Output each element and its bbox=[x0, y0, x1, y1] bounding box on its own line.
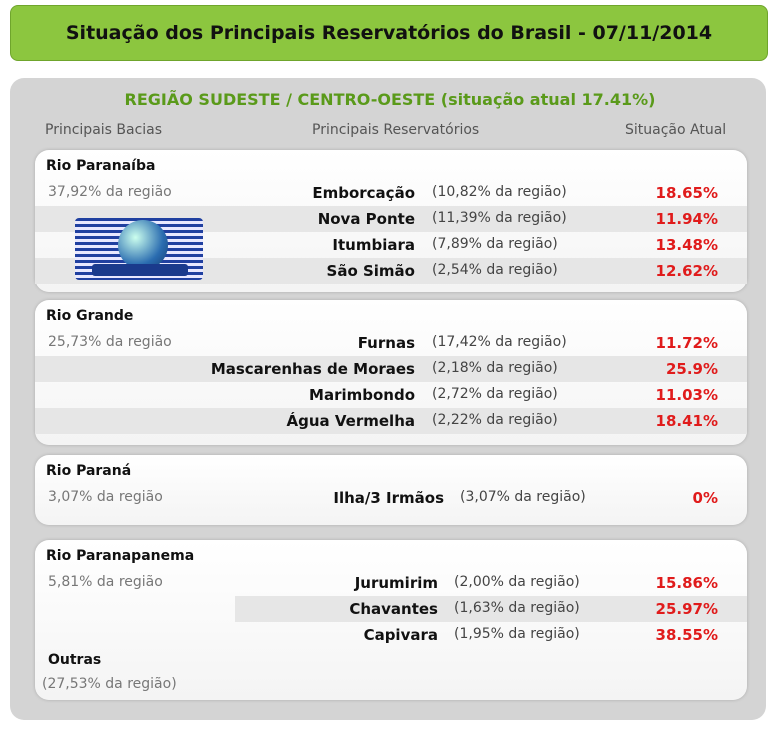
reservoir-status: 0% bbox=[692, 489, 718, 507]
column-header: Situação Atual bbox=[625, 122, 727, 138]
reservoir-status: 18.65% bbox=[655, 184, 718, 202]
reservoir-status: 25.9% bbox=[665, 360, 718, 378]
reservoir-status: 25.97% bbox=[655, 600, 718, 618]
reservoir-name: Água Vermelha bbox=[286, 412, 415, 430]
table-row bbox=[35, 408, 747, 434]
basin-share: 25,73% da região bbox=[48, 334, 172, 350]
reservoir-name: Itumbiara bbox=[332, 236, 415, 254]
other-name: Outras bbox=[48, 652, 102, 668]
reservoir-share: (2,72% da região) bbox=[432, 386, 558, 402]
reservoir-name: Furnas bbox=[357, 334, 415, 352]
reservoir-status: 38.55% bbox=[655, 626, 718, 644]
reservoir-status: 18.41% bbox=[655, 412, 718, 430]
basin-share: 5,81% da região bbox=[48, 574, 163, 590]
page-title: Situação dos Principais Reservatórios do… bbox=[10, 5, 768, 61]
reservoir-share: (11,39% da região) bbox=[432, 210, 567, 226]
basin-name: Rio Paranapanema bbox=[46, 548, 195, 564]
other-share: (27,53% da região) bbox=[42, 676, 177, 692]
reservoir-share: (2,00% da região) bbox=[454, 574, 580, 590]
table-row bbox=[235, 596, 747, 622]
table-row bbox=[35, 356, 747, 382]
reservoir-name: Mascarenhas de Moraes bbox=[210, 360, 415, 378]
reservoir-status: 12.62% bbox=[655, 262, 718, 280]
reservoir-status: 15.86% bbox=[655, 574, 718, 592]
reservoir-name: Emborcação bbox=[312, 184, 415, 202]
basin-name: Rio Grande bbox=[46, 308, 134, 324]
reservoir-share: (2,18% da região) bbox=[432, 360, 558, 376]
reservoir-status: 11.94% bbox=[655, 210, 718, 228]
region-title: REGIÃO SUDESTE / CENTRO-OESTE (situação … bbox=[124, 90, 656, 109]
reservoir-share: (1,95% da região) bbox=[454, 626, 580, 642]
column-header: Principais Bacias bbox=[45, 122, 163, 138]
reservoir-share: (7,89% da região) bbox=[432, 236, 558, 252]
column-header: Principais Reservatórios bbox=[312, 122, 480, 138]
reservoir-name: Nova Ponte bbox=[317, 210, 415, 228]
reservoir-status: 11.03% bbox=[655, 386, 718, 404]
reservoir-share: (10,82% da região) bbox=[432, 184, 567, 200]
basin-name: Rio Paraná bbox=[46, 463, 132, 479]
basin-name: Rio Paranaíba bbox=[46, 158, 156, 174]
reservoir-share: (3,07% da região) bbox=[460, 489, 586, 505]
reservoir-name: São Simão bbox=[326, 262, 415, 280]
basin-box bbox=[35, 455, 747, 525]
basin-share: 3,07% da região bbox=[48, 489, 163, 505]
reservoir-share: (2,54% da região) bbox=[432, 262, 558, 278]
reservoir-name: Ilha/3 Irmãos bbox=[333, 489, 444, 507]
reservoir-share: (17,42% da região) bbox=[432, 334, 567, 350]
reservoir-share: (2,22% da região) bbox=[432, 412, 558, 428]
logo-ribbon bbox=[92, 264, 188, 276]
reservoir-name: Chavantes bbox=[349, 600, 438, 618]
reservoir-status: 13.48% bbox=[655, 236, 718, 254]
reservoir-share: (1,63% da região) bbox=[454, 600, 580, 616]
logo-globe bbox=[118, 220, 168, 270]
reservoir-name: Jurumirim bbox=[354, 574, 438, 592]
basin-share: 37,92% da região bbox=[48, 184, 172, 200]
reservoir-name: Marimbondo bbox=[309, 386, 415, 404]
reservoir-name: Capivara bbox=[363, 626, 438, 644]
reservoir-status: 11.72% bbox=[655, 334, 718, 352]
